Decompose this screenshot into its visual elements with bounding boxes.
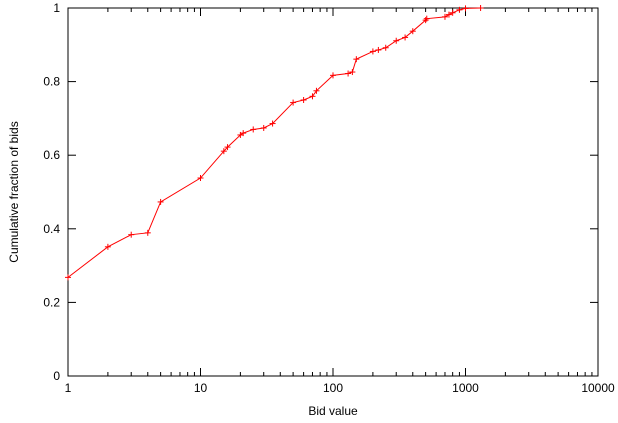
series-line <box>67 7 481 278</box>
y-tick-label: 1 <box>53 1 60 15</box>
data-point <box>330 72 336 79</box>
y-axis-label: Cumulative fraction of bids <box>7 121 21 262</box>
data-point <box>220 148 227 155</box>
x-axis: 1 10 100 1000 10000 <box>65 8 615 395</box>
y-tick-label: 0 <box>53 369 60 383</box>
x-axis-label: Bid value <box>308 404 358 418</box>
data-point <box>422 17 429 24</box>
data-point <box>353 56 360 63</box>
data-point <box>409 28 416 35</box>
data-point <box>369 48 376 55</box>
data-point <box>104 243 111 250</box>
data-point <box>462 5 469 12</box>
data-point <box>309 93 316 100</box>
data-point <box>313 87 320 94</box>
data-point <box>300 97 307 103</box>
data-point <box>393 37 400 44</box>
data-point <box>250 126 257 133</box>
data-point <box>260 124 267 131</box>
x-tick-label: 10000 <box>581 381 615 395</box>
x-tick-label: 1 <box>65 381 72 395</box>
data-point <box>197 175 204 182</box>
data-point <box>144 229 151 236</box>
data-point <box>477 5 484 11</box>
plot-frame <box>67 7 599 377</box>
y-axis: 0 0.2 0.4 0.6 0.8 1 <box>43 1 598 383</box>
data-point <box>345 70 352 77</box>
data-point <box>290 99 297 106</box>
data-point <box>402 34 409 41</box>
data-point <box>441 13 448 20</box>
data-point <box>65 274 71 281</box>
data-point <box>445 11 452 18</box>
data-point <box>240 130 247 137</box>
y-tick-label: 0.2 <box>43 295 60 309</box>
data-point <box>128 231 135 238</box>
data-point <box>375 46 382 53</box>
y-tick-label: 0.6 <box>43 148 60 162</box>
data-point <box>157 198 164 205</box>
y-tick-label: 0.8 <box>43 75 60 89</box>
data-point <box>269 120 276 127</box>
data-point <box>423 15 430 22</box>
data-point <box>382 44 389 51</box>
x-tick-label: 10 <box>194 381 208 395</box>
x-tick-label: 100 <box>323 381 343 395</box>
data-point <box>449 9 456 16</box>
series-layer <box>65 5 484 281</box>
data-point <box>349 69 356 76</box>
data-point <box>224 144 231 151</box>
x-tick-label: 1000 <box>452 381 479 395</box>
data-point <box>456 6 463 13</box>
y-tick-label: 0.4 <box>43 222 60 236</box>
